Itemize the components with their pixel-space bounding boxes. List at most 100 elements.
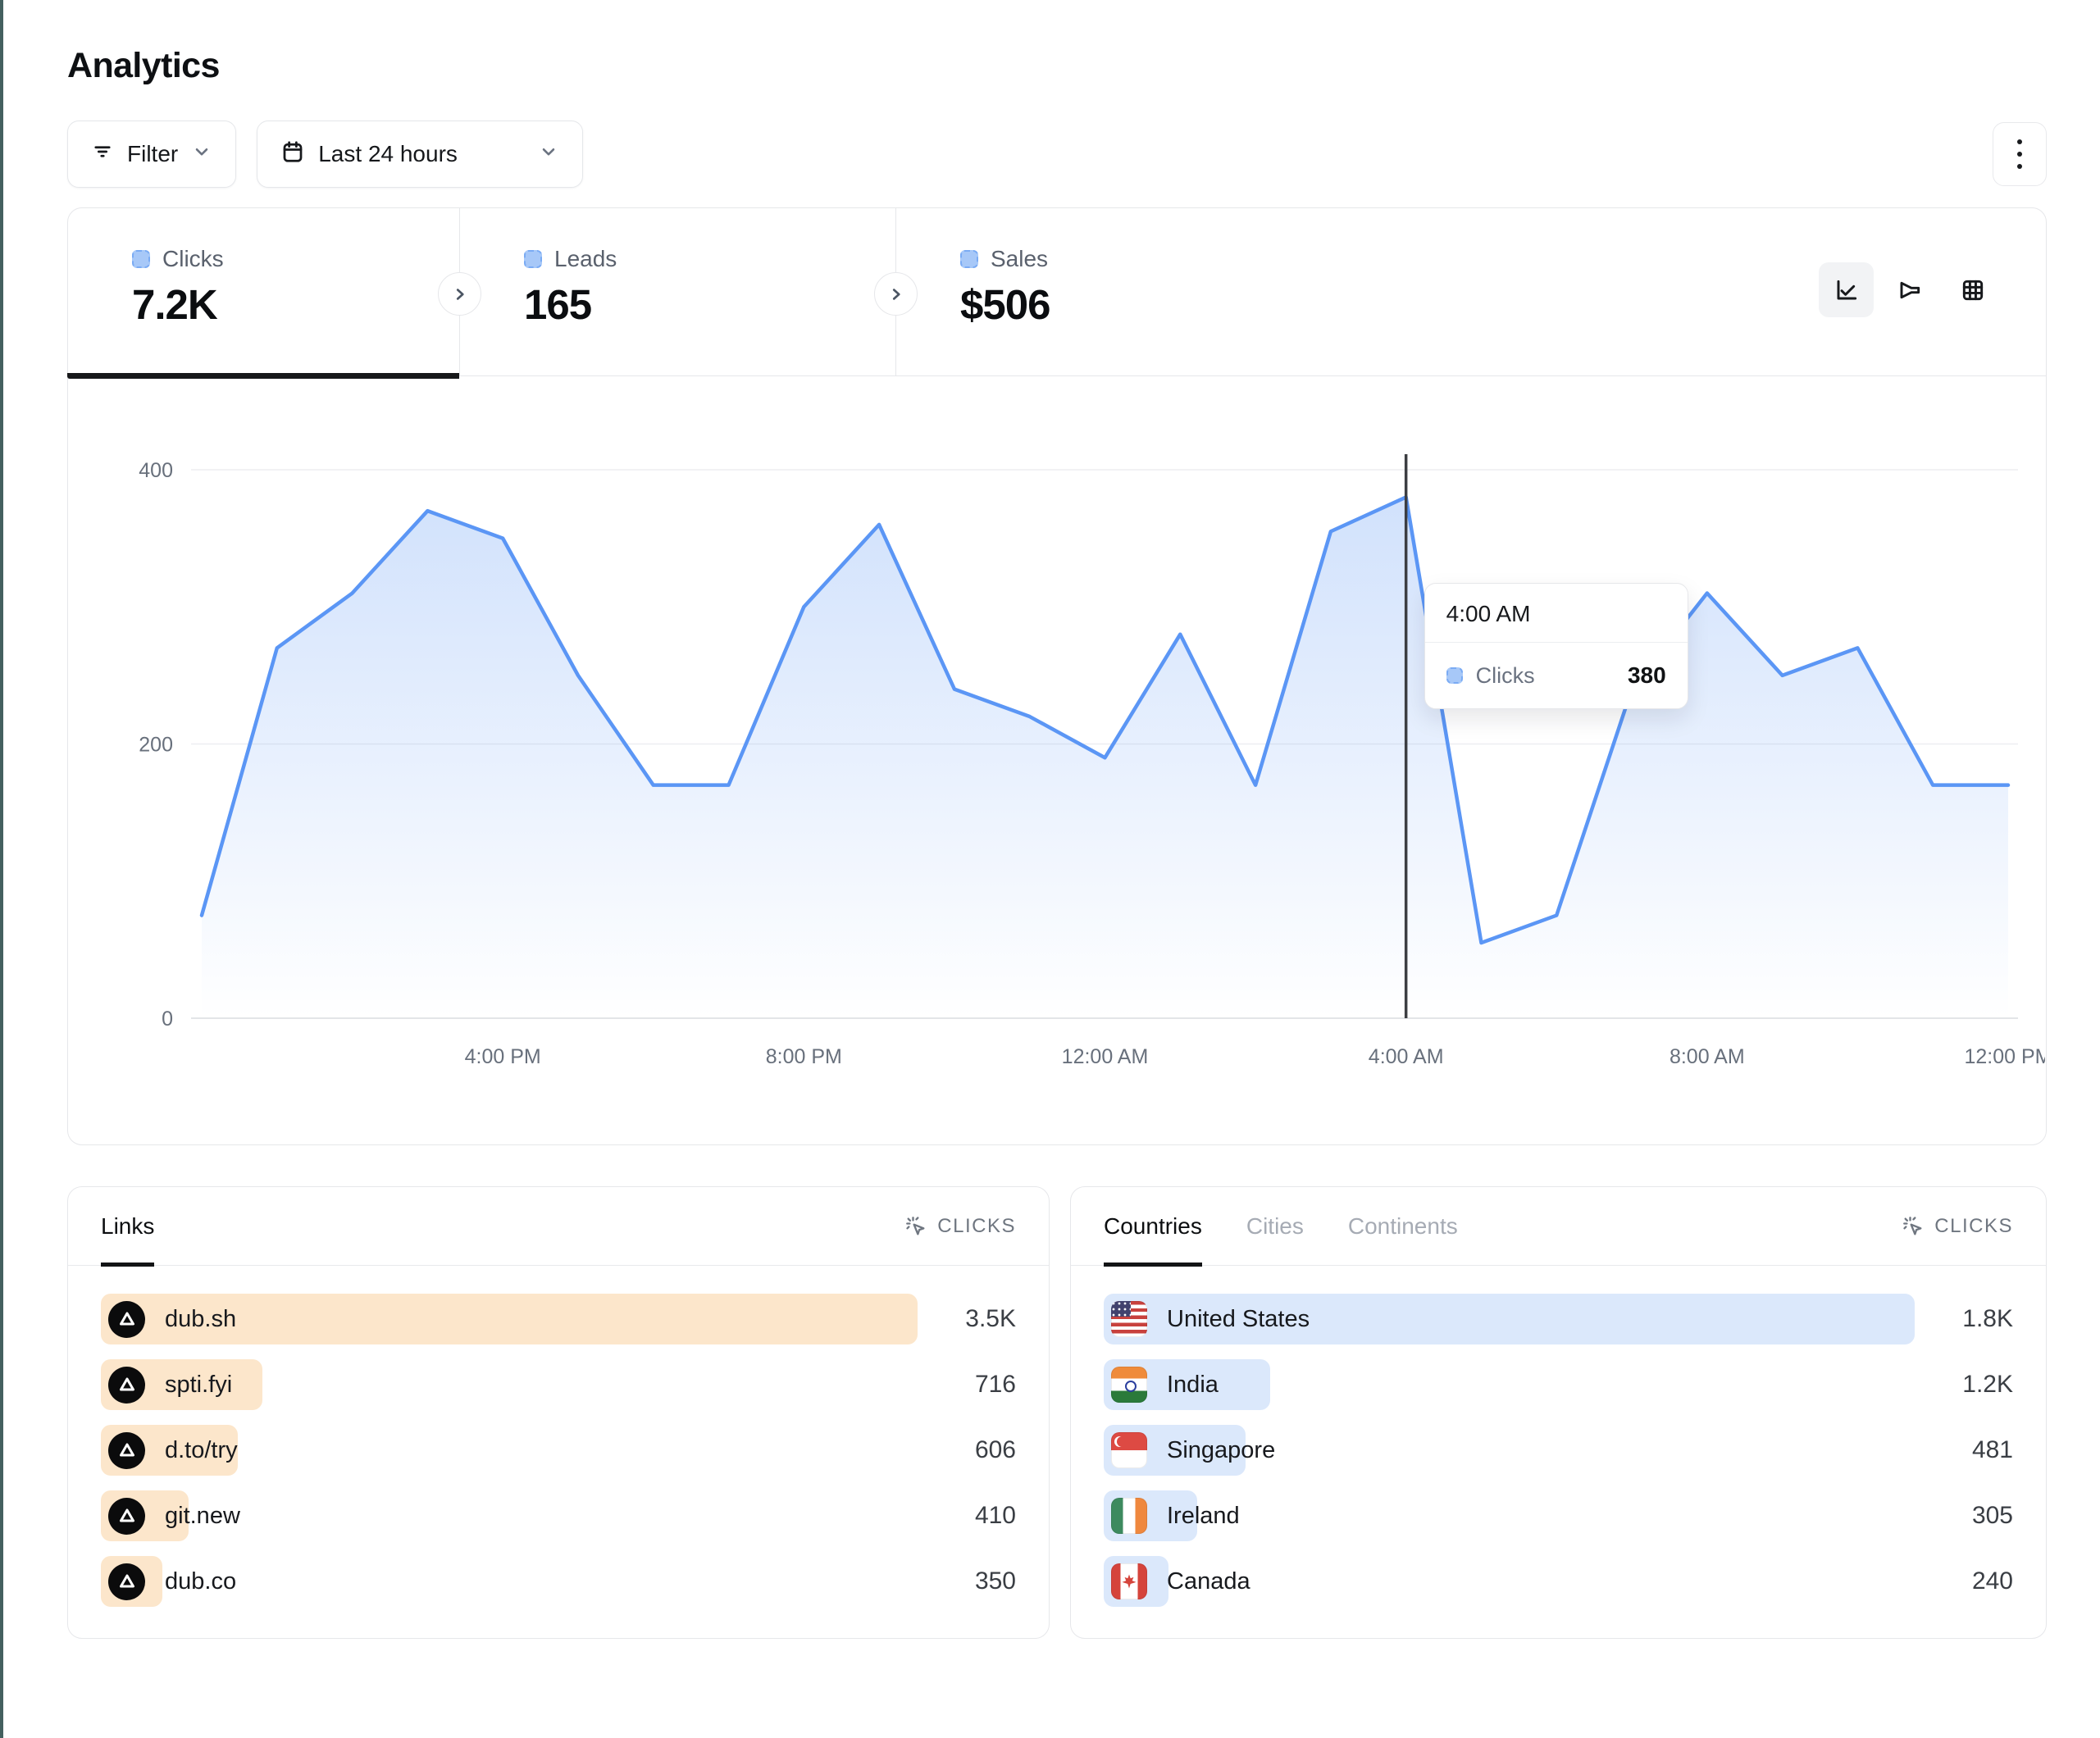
- svg-text:4:00 AM: 4:00 AM: [1369, 1045, 1444, 1068]
- chevron-down-icon: [191, 141, 212, 168]
- tab-sales[interactable]: Sales $506: [896, 208, 2046, 375]
- chart-canvas[interactable]: 0 200 400 4:00 PM 8:00 PM 12:00 AM 4:00 AM 8:00…: [68, 376, 2045, 1144]
- row-name: d.to/try: [165, 1436, 238, 1463]
- analytics-chart-card: Clicks 7.2K Leads 165 Sales $506: [66, 207, 2047, 1145]
- tooltip-value: 380: [1627, 662, 1666, 688]
- country-row[interactable]: Ireland 305: [1104, 1490, 2013, 1541]
- date-range-button[interactable]: Last 24 hours: [257, 121, 584, 188]
- funnel-chart-toggle[interactable]: [1882, 262, 1937, 317]
- row-name: Canada: [1167, 1567, 1250, 1595]
- expand-leads-button[interactable]: [874, 272, 918, 316]
- row-name: dub.sh: [165, 1305, 237, 1332]
- expand-clicks-button[interactable]: [438, 272, 481, 316]
- link-row[interactable]: spti.fyi 716: [101, 1359, 1016, 1410]
- page-left-accent-strip: [0, 0, 3, 1738]
- chevron-right-icon: [892, 288, 900, 300]
- link-row[interactable]: dub.co 350: [101, 1556, 1016, 1607]
- tooltip-series-label: Clicks: [1475, 662, 1535, 688]
- toolbar: Filter Last 24 hours: [67, 121, 2047, 188]
- row-value: 3.5K: [965, 1305, 1016, 1332]
- row-name: United States: [1167, 1305, 1310, 1332]
- row-name: Ireland: [1167, 1502, 1240, 1529]
- links-metric-label: CLICKS: [937, 1214, 1016, 1237]
- row-value: 305: [1971, 1502, 2013, 1529]
- sales-tab-label: Sales: [991, 246, 1049, 271]
- calendar-icon: [280, 139, 305, 170]
- svg-text:0: 0: [162, 1008, 173, 1031]
- countries-metric[interactable]: CLICKS: [1902, 1187, 2013, 1265]
- chevron-right-icon: [456, 288, 464, 300]
- countries-panel: Countries Cities Continents CLICKS Unite…: [1070, 1186, 2047, 1639]
- row-value: 481: [1971, 1436, 2013, 1463]
- line-chart-icon: [1837, 280, 1856, 299]
- page-title: Analytics: [67, 46, 220, 85]
- country-row[interactable]: Singapore 481: [1104, 1425, 2013, 1476]
- sales-tab-value: $506: [960, 281, 1050, 328]
- row-value: 716: [974, 1371, 1016, 1398]
- dub-logo-icon: [108, 1431, 145, 1469]
- links-rows: dub.sh 3.5K spti.fyi 716 d.to/try 606 git.new 4…: [68, 1266, 1049, 1607]
- countries-metric-label: CLICKS: [1934, 1214, 2013, 1237]
- row-value: 606: [974, 1436, 1016, 1463]
- date-range-label: Last 24 hours: [318, 141, 458, 166]
- cursor-click-icon: [906, 1216, 925, 1235]
- svg-text:12:00 PM: 12:00 PM: [1964, 1045, 2045, 1068]
- sg-flag-icon: [1111, 1432, 1147, 1468]
- country-row[interactable]: India 1.2K: [1104, 1359, 2013, 1410]
- leads-legend-icon: [524, 250, 542, 268]
- filter-button-label: Filter: [127, 141, 179, 166]
- country-row[interactable]: United States 1.8K: [1104, 1294, 2013, 1344]
- ie-flag-icon: [1111, 1498, 1147, 1534]
- filter-button[interactable]: Filter: [67, 121, 237, 188]
- line-chart-toggle[interactable]: [1819, 262, 1874, 317]
- tab-links[interactable]: Links: [101, 1187, 155, 1267]
- link-row[interactable]: dub.sh 3.5K: [101, 1294, 1016, 1344]
- kebab-dot: [2017, 139, 2022, 144]
- row-name: dub.co: [165, 1567, 237, 1595]
- chevron-down-icon: [538, 141, 559, 168]
- more-options-button[interactable]: [1993, 122, 2047, 186]
- row-name: India: [1167, 1371, 1219, 1398]
- row-bar: [101, 1294, 918, 1344]
- tab-leads[interactable]: Leads 165: [460, 208, 896, 375]
- leads-tab-label: Leads: [554, 246, 617, 271]
- row-name: spti.fyi: [165, 1371, 233, 1398]
- grid-table-icon: [1962, 280, 1983, 300]
- ca-flag-icon: [1111, 1563, 1147, 1599]
- clicks-area-chart[interactable]: 0 200 400 4:00 PM 8:00 PM 12:00 AM 4:00 AM 8:00…: [68, 376, 2046, 1144]
- svg-text:4:00 PM: 4:00 PM: [465, 1045, 541, 1068]
- table-view-toggle[interactable]: [1945, 262, 2000, 317]
- tab-clicks[interactable]: Clicks 7.2K: [66, 208, 460, 379]
- row-bar: [1104, 1294, 1915, 1344]
- row-value: 1.2K: [1962, 1371, 2013, 1398]
- country-row[interactable]: Canada 240: [1104, 1556, 2013, 1607]
- tab-cities[interactable]: Cities: [1246, 1213, 1304, 1239]
- clicks-legend-icon: [132, 250, 150, 268]
- chart-type-switcher: [1819, 262, 2000, 317]
- clicks-tab-label: Clicks: [162, 246, 224, 271]
- dub-logo-icon: [108, 1497, 145, 1535]
- tooltip-time: 4:00 AM: [1424, 584, 1688, 643]
- row-name: git.new: [165, 1502, 240, 1529]
- row-name: Singapore: [1167, 1436, 1276, 1463]
- links-panel: Links CLICKS dub.sh 3.5K spti.fyi 716 d.to/t…: [67, 1186, 1050, 1639]
- dub-logo-icon: [108, 1300, 145, 1338]
- stat-tabs: Clicks 7.2K Leads 165 Sales $506: [66, 208, 2046, 379]
- tab-countries[interactable]: Countries: [1104, 1187, 1202, 1267]
- in-flag-icon: [1111, 1367, 1147, 1403]
- tab-continents[interactable]: Continents: [1347, 1213, 1458, 1239]
- svg-text:8:00 PM: 8:00 PM: [766, 1045, 842, 1068]
- link-row[interactable]: git.new 410: [101, 1490, 1016, 1541]
- links-metric[interactable]: CLICKS: [904, 1187, 1016, 1265]
- row-value: 410: [974, 1502, 1016, 1529]
- row-value: 350: [974, 1567, 1016, 1595]
- dub-logo-icon: [108, 1563, 145, 1600]
- row-value: 1.8K: [1962, 1305, 2013, 1332]
- chart-tooltip: 4:00 AM Clicks 380: [1424, 583, 1688, 709]
- cursor-click-icon: [1903, 1216, 1922, 1235]
- us-flag-icon: [1111, 1301, 1147, 1337]
- funnel-icon: [1900, 281, 1920, 298]
- link-row[interactable]: d.to/try 606: [101, 1425, 1016, 1476]
- dub-logo-icon: [108, 1366, 145, 1404]
- clicks-tab-value: 7.2K: [132, 281, 218, 328]
